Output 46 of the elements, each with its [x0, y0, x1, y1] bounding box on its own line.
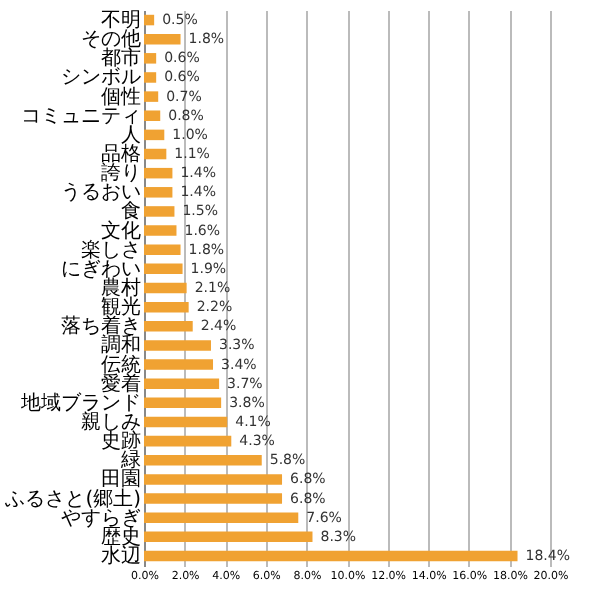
bar: [144, 225, 177, 236]
y-tick-label: コミュニティ: [21, 105, 141, 128]
y-tick-label: やすらぎ: [61, 507, 141, 530]
bar: [144, 321, 193, 332]
y-tick-label: 農村: [101, 276, 141, 300]
bar: [144, 454, 262, 466]
y-tick-label: 田園: [101, 469, 141, 492]
bar: [144, 33, 181, 45]
bar: [144, 206, 175, 217]
y-tick-label: 楽しさ: [81, 237, 141, 262]
bar: [144, 397, 222, 409]
y-tick-label: ふるさと(郷土): [3, 486, 142, 511]
bar: [144, 474, 283, 485]
bar: [144, 493, 283, 504]
bar: [144, 53, 157, 64]
bar: [144, 263, 183, 275]
bar: [144, 512, 299, 523]
y-tick-label: 歴史: [101, 524, 141, 549]
bar: [144, 550, 518, 562]
bar: [144, 14, 155, 26]
y-tick-label: 伝統: [101, 352, 141, 377]
bar: [144, 148, 167, 160]
bar: [144, 244, 181, 255]
bar: [144, 187, 173, 198]
bar: [144, 110, 161, 122]
bar: [144, 435, 232, 447]
bar: [144, 167, 173, 179]
y-tick-label: 食: [121, 199, 141, 224]
y-tick-label: 文化: [101, 218, 141, 243]
bar: [144, 416, 228, 428]
bar: [144, 282, 187, 294]
bar: [144, 359, 214, 370]
bar: [144, 129, 165, 141]
y-tick-label: 誇り: [101, 161, 141, 186]
y-tick-label: 愛着: [101, 371, 141, 396]
y-tick-label: 調和: [101, 333, 141, 358]
bar: [144, 378, 220, 389]
y-tick-label: 人: [121, 124, 141, 147]
bar: [144, 301, 189, 313]
y-tick-label: 親しみ: [81, 409, 141, 434]
bar: [144, 531, 313, 543]
bar: [144, 340, 211, 351]
y-tick-label: 水辺: [101, 543, 141, 568]
bar: [144, 91, 159, 102]
y-tick-label: 個性: [101, 84, 141, 109]
bar: [144, 72, 157, 83]
